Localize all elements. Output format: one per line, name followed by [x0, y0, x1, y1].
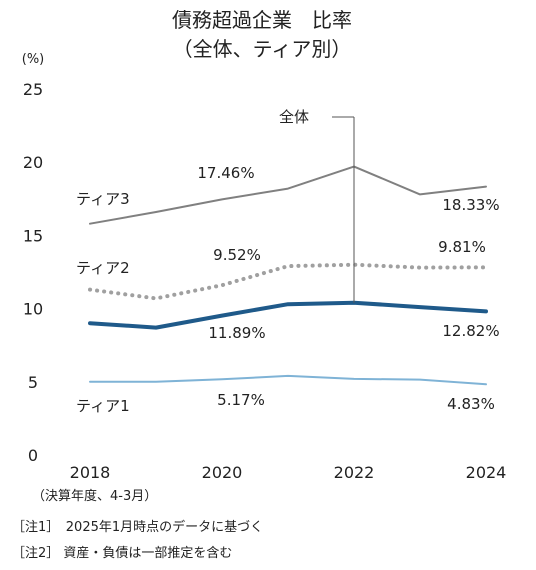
series-line-1: [89, 165, 487, 225]
footnote-1: ［注1］ 2025年1月時点のデータに基づく: [12, 519, 263, 535]
series-label-tier3: ティア3: [76, 190, 130, 208]
y-tick-label: 10: [23, 300, 43, 319]
series-label-tier1: ティア1: [76, 397, 130, 415]
series-line-3: [88, 300, 488, 330]
value-label: 17.46%: [197, 164, 254, 182]
x-tick-label: 2024: [466, 463, 507, 482]
chart-title: 債務超過企業 比率: [172, 8, 352, 32]
value-label: 12.82%: [442, 322, 499, 340]
footnote-2: ［注2］ 資産・負債は一部推定を含む: [12, 545, 232, 561]
value-label: 11.89%: [208, 324, 265, 342]
series-lines: [88, 165, 488, 386]
y-unit-label: (%): [22, 52, 45, 67]
value-label: 5.17%: [217, 391, 265, 409]
x-tick-label: 2022: [334, 463, 375, 482]
series-line-2: [88, 262, 488, 301]
y-axis: 0 5 10 15 20 25: [23, 80, 43, 465]
callout-label: 全体: [279, 108, 309, 126]
y-tick-label: 15: [23, 226, 43, 245]
y-tick-label: 0: [28, 446, 38, 465]
y-tick-label: 25: [23, 80, 43, 99]
chart-subtitle: （全体、ティア別）: [173, 37, 352, 61]
value-label: 9.52%: [213, 246, 261, 264]
x-axis: 2018 2020 2022 2024: [70, 463, 507, 482]
value-label: 18.33%: [442, 196, 499, 214]
series-label-tier2: ティア2: [76, 259, 130, 277]
x-axis-caption: （決算年度、4-3月）: [32, 488, 157, 504]
value-label: 9.81%: [438, 238, 486, 256]
y-tick-label: 20: [23, 153, 43, 172]
y-tick-label: 5: [28, 373, 38, 392]
x-tick-label: 2018: [70, 463, 111, 482]
x-tick-label: 2020: [202, 463, 243, 482]
value-label: 4.83%: [447, 395, 495, 413]
series-line-4: [89, 374, 487, 386]
